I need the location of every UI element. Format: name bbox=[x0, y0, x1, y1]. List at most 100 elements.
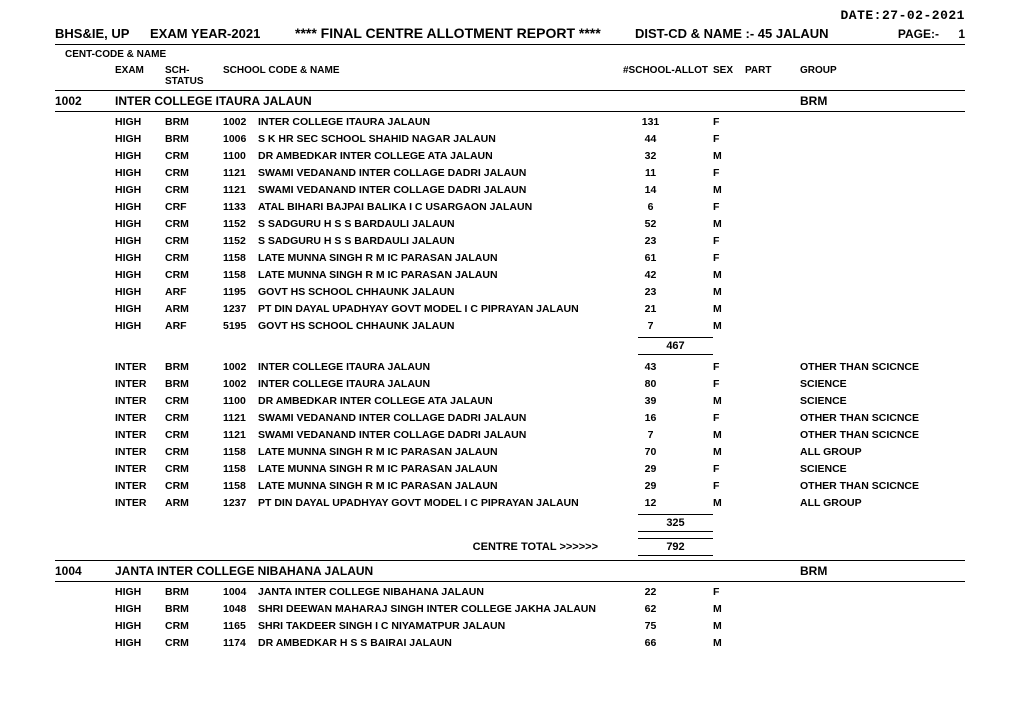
table-row: INTERCRM1121SWAMI VEDANAND INTER COLLAGE… bbox=[55, 426, 965, 443]
cell-exam: INTER bbox=[115, 429, 165, 441]
table-row: INTERCRM1158LATE MUNNA SINGH R M IC PARA… bbox=[55, 460, 965, 477]
cell-school-code: 1158 bbox=[223, 269, 258, 281]
table-row: INTERBRM1002INTER COLLEGE ITAURA JALAUN4… bbox=[55, 358, 965, 375]
cell-school-name: ATAL BIHARI BAJPAI BALIKA I C USARGAON J… bbox=[258, 201, 623, 213]
cell-allot: 23 bbox=[623, 286, 678, 298]
cell-exam: INTER bbox=[115, 361, 165, 373]
cell-group: SCIENCE bbox=[800, 395, 965, 407]
cell-school-name: SWAMI VEDANAND INTER COLLAGE DADRI JALAU… bbox=[258, 167, 623, 179]
cell-school-name: DR AMBEDKAR INTER COLLEGE ATA JALAUN bbox=[258, 395, 623, 407]
table-row: INTERCRM1100DR AMBEDKAR INTER COLLEGE AT… bbox=[55, 392, 965, 409]
cell-sex: M bbox=[713, 429, 745, 441]
table-row: HIGHCRM1158LATE MUNNA SINGH R M IC PARAS… bbox=[55, 266, 965, 283]
cell-allot: 12 bbox=[623, 497, 678, 509]
table-row: HIGHARF5195GOVT HS SCHOOL CHHAUNK JALAUN… bbox=[55, 317, 965, 334]
cell-allot: 7 bbox=[623, 429, 678, 441]
subtotal-value: 325 bbox=[638, 514, 713, 532]
cell-status: CRM bbox=[165, 150, 223, 162]
cell-sex: M bbox=[713, 446, 745, 458]
cell-school-name: SWAMI VEDANAND INTER COLLAGE DADRI JALAU… bbox=[258, 429, 623, 441]
cell-school-name: JANTA INTER COLLEGE NIBAHANA JALAUN bbox=[258, 586, 623, 598]
cell-school-code: 1121 bbox=[223, 184, 258, 196]
table-row: HIGHBRM1006S K HR SEC SCHOOL SHAHID NAGA… bbox=[55, 130, 965, 147]
cell-status: CRF bbox=[165, 201, 223, 213]
cell-school-code: 1237 bbox=[223, 497, 258, 509]
cell-exam: HIGH bbox=[115, 603, 165, 615]
table-row: HIGHCRF1133ATAL BIHARI BAJPAI BALIKA I C… bbox=[55, 198, 965, 215]
cell-sex: F bbox=[713, 201, 745, 213]
cell-group: ALL GROUP bbox=[800, 446, 965, 458]
table-row: HIGHCRM1152S SADGURU H S S BARDAULI JALA… bbox=[55, 215, 965, 232]
cell-school-code: 1133 bbox=[223, 201, 258, 213]
cell-school-code: 5195 bbox=[223, 320, 258, 332]
cell-status: CRM bbox=[165, 446, 223, 458]
report-date: DATE:27-02-2021 bbox=[55, 8, 965, 23]
cell-school-code: 1002 bbox=[223, 378, 258, 390]
cell-exam: HIGH bbox=[115, 286, 165, 298]
cell-allot: 61 bbox=[623, 252, 678, 264]
cell-exam: INTER bbox=[115, 395, 165, 407]
divider bbox=[55, 44, 965, 45]
cell-school-name: S SADGURU H S S BARDAULI JALAUN bbox=[258, 218, 623, 230]
report-title: **** FINAL CENTRE ALLOTMENT REPORT **** bbox=[295, 25, 635, 41]
table-row: HIGHCRM1165SHRI TAKDEER SINGH I C NIYAMA… bbox=[55, 617, 965, 634]
cell-exam: HIGH bbox=[115, 252, 165, 264]
cell-school-code: 1048 bbox=[223, 603, 258, 615]
cell-exam: HIGH bbox=[115, 133, 165, 145]
cell-exam: HIGH bbox=[115, 620, 165, 632]
cell-sex: F bbox=[713, 252, 745, 264]
cell-sex: M bbox=[713, 286, 745, 298]
centre-group: BRM bbox=[800, 94, 965, 108]
cell-sex: F bbox=[713, 361, 745, 373]
table-row: INTERBRM1002INTER COLLEGE ITAURA JALAUN8… bbox=[55, 375, 965, 392]
cell-school-name: S SADGURU H S S BARDAULI JALAUN bbox=[258, 235, 623, 247]
centre-total-label: CENTRE TOTAL >>>>>> bbox=[55, 541, 638, 553]
cell-school-name: INTER COLLEGE ITAURA JALAUN bbox=[258, 116, 623, 128]
col-sex: SEX bbox=[713, 65, 745, 87]
cell-exam: INTER bbox=[115, 497, 165, 509]
centre-total-value: 792 bbox=[638, 538, 713, 556]
cell-allot: 62 bbox=[623, 603, 678, 615]
cell-school-code: 1158 bbox=[223, 252, 258, 264]
centre-total-row: CENTRE TOTAL >>>>>>792 bbox=[55, 535, 965, 559]
district-name: DIST-CD & NAME :- 45 JALAUN bbox=[635, 26, 885, 41]
cell-school-name: SWAMI VEDANAND INTER COLLAGE DADRI JALAU… bbox=[258, 184, 623, 196]
cell-allot: 131 bbox=[623, 116, 678, 128]
cell-exam: HIGH bbox=[115, 320, 165, 332]
cell-school-code: 1237 bbox=[223, 303, 258, 315]
table-row: HIGHCRM1174DR AMBEDKAR H S S BAIRAI JALA… bbox=[55, 634, 965, 651]
cell-sex: M bbox=[713, 320, 745, 332]
cell-allot: 16 bbox=[623, 412, 678, 424]
col-group: GROUP bbox=[800, 65, 965, 87]
cell-sex: F bbox=[713, 412, 745, 424]
cell-school-code: 1002 bbox=[223, 361, 258, 373]
cell-school-name: INTER COLLEGE ITAURA JALAUN bbox=[258, 378, 623, 390]
cell-status: BRM bbox=[165, 378, 223, 390]
cell-school-name: GOVT HS SCHOOL CHHAUNK JALAUN bbox=[258, 320, 623, 332]
cell-school-name: S K HR SEC SCHOOL SHAHID NAGAR JALAUN bbox=[258, 133, 623, 145]
cell-allot: 80 bbox=[623, 378, 678, 390]
cell-allot: 21 bbox=[623, 303, 678, 315]
cell-school-code: 1158 bbox=[223, 480, 258, 492]
cell-allot: 6 bbox=[623, 201, 678, 213]
cell-status: CRM bbox=[165, 252, 223, 264]
cell-sex: F bbox=[713, 133, 745, 145]
table-row: INTERCRM1158LATE MUNNA SINGH R M IC PARA… bbox=[55, 443, 965, 460]
cell-group: SCIENCE bbox=[800, 463, 965, 475]
col-status: SCH-STATUS bbox=[165, 65, 223, 87]
table-row: HIGHCRM1121SWAMI VEDANAND INTER COLLAGE … bbox=[55, 164, 965, 181]
cell-allot: 39 bbox=[623, 395, 678, 407]
cell-school-name: SWAMI VEDANAND INTER COLLAGE DADRI JALAU… bbox=[258, 412, 623, 424]
divider bbox=[55, 560, 965, 561]
cell-exam: HIGH bbox=[115, 269, 165, 281]
divider bbox=[55, 111, 965, 112]
divider bbox=[55, 581, 965, 582]
cell-allot: 22 bbox=[623, 586, 678, 598]
cell-exam: INTER bbox=[115, 378, 165, 390]
cell-exam: HIGH bbox=[115, 201, 165, 213]
col-school: SCHOOL CODE & NAME bbox=[223, 65, 623, 87]
subtotal-row: 467 bbox=[55, 334, 965, 358]
cell-school-code: 1002 bbox=[223, 116, 258, 128]
cell-exam: HIGH bbox=[115, 218, 165, 230]
cell-sex: M bbox=[713, 218, 745, 230]
